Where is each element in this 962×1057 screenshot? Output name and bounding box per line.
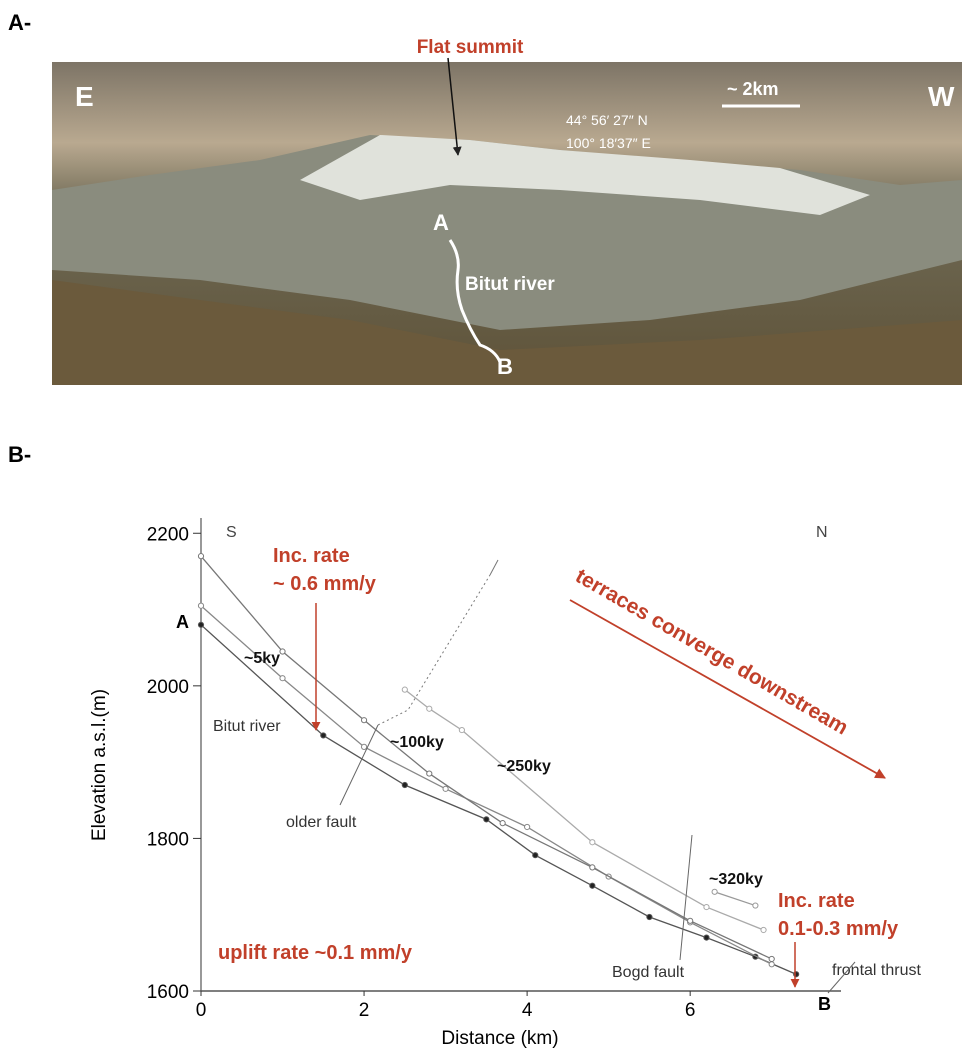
profile-point [532,852,539,859]
x-tick-label: 0 [196,1000,207,1021]
profile-point [499,820,506,827]
profile-point [401,686,408,693]
series-label: ~320ky [709,871,763,888]
x-tick-label: 2 [359,1000,370,1021]
annotation: B [818,994,831,1014]
annotation: N [816,524,828,541]
annotation: frontal thrust [832,962,921,979]
profile-point [442,785,449,792]
profile-point [197,553,205,560]
profile-point [760,926,767,934]
profile-point [768,955,775,963]
profile-point [752,902,759,909]
profile-point [589,839,596,846]
point-a: A [433,210,449,235]
y-axis-label: Elevation a.s.l.(m) [89,689,110,841]
west-label: W [928,81,955,112]
profile-point [703,903,710,911]
panel-label: B- [8,442,31,467]
scale-label: ~ 2km [727,79,779,99]
profile-point [458,726,465,734]
profile-line [200,555,772,960]
profile-point [703,934,710,941]
photo [52,62,962,385]
profile-point [197,602,205,609]
y-tick-label: 2200 [147,524,189,545]
profile-point [320,732,327,739]
profile-line [404,689,764,931]
chart: 1600 1800 2000 2200 0 2 4 6 Bitut river ~5ky ~100k… [147,518,841,1021]
series-label: ~5ky [244,650,280,667]
series-label: ~100ky [390,734,444,751]
annotation: older fault [286,814,357,831]
profile-point [768,961,775,968]
y-tick-label: 1600 [147,982,189,1003]
profile-line [200,624,797,975]
annotation: terraces converge downstream [572,564,852,739]
annotation: A [176,612,189,632]
longitude: 100° 18′37″ E [566,135,651,151]
annotation: S [226,524,237,541]
profile-point [483,816,490,823]
profile-point [426,770,433,777]
profile-point [360,717,368,724]
series-label: Bitut river [213,718,281,735]
x-tick-label: 6 [685,1000,696,1021]
profile-point [426,705,433,712]
profile-point [524,823,531,831]
profile-point [711,888,718,895]
annotation: ~ 0.6 mm/y [273,573,377,595]
series-label: ~250ky [497,758,551,775]
x-tick-label: 4 [522,1000,533,1021]
y-tick-label: 1800 [147,829,189,850]
annotation: Bogd fault [612,964,685,981]
east-label: E [75,81,94,112]
point-b: B [497,354,513,379]
y-tick-label: 2000 [147,677,189,698]
annotation: Inc. rate [273,545,350,567]
profile-line [200,605,772,965]
panel-label: A- [8,10,31,35]
profile-point [197,621,205,628]
river-label: Bitut river [465,274,555,295]
flat-summit-label: Flat summit [417,37,524,58]
profile-point [589,864,596,871]
annotation: uplift rate ~0.1 mm/y [218,942,413,964]
profile-point [360,743,368,750]
profile-point [279,648,286,655]
profile-point [589,882,596,889]
profile-line [714,891,756,907]
latitude: 44° 56′ 27″ N [566,112,648,128]
profile-point [646,913,653,921]
annotation: Inc. rate [778,890,855,912]
profile-point [279,675,286,682]
profile-point [687,917,694,924]
x-axis-label: Distance (km) [441,1028,558,1049]
annotation: 0.1-0.3 mm/y [778,918,899,940]
profile-point [401,781,408,789]
